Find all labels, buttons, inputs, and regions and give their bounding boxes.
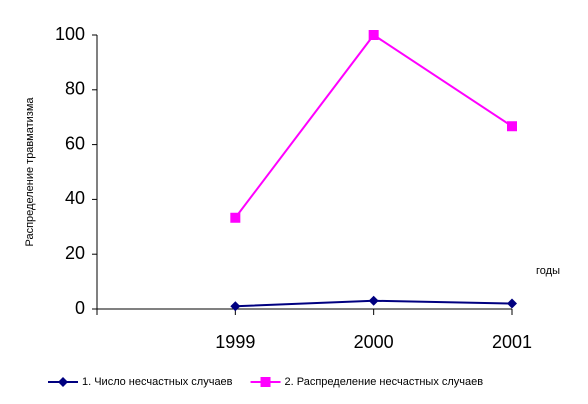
- legend-label: 1. Числo несчастных случаев: [82, 376, 233, 388]
- y-tick-label: 40: [65, 188, 85, 208]
- legend-marker: [260, 377, 271, 387]
- legend-label: 2. Распределение несчастных случаев: [285, 376, 484, 388]
- y-tick-label: 60: [65, 133, 85, 153]
- x-tick-label: 2001: [492, 332, 532, 352]
- legend-marker: [58, 377, 68, 387]
- y-tick-label: 0: [75, 298, 85, 318]
- point: [368, 295, 379, 306]
- y-tick-label: 80: [65, 79, 85, 99]
- x-tick-label: 1999: [215, 332, 255, 352]
- x-axis-label: годы: [536, 265, 560, 277]
- y-tick-label: 100: [55, 24, 85, 44]
- y-tick-label: 20: [65, 243, 85, 263]
- y-axis-label: Распределение травматизма: [24, 97, 36, 247]
- point: [230, 301, 241, 312]
- series-line: [234, 33, 513, 219]
- point: [507, 298, 517, 309]
- point: [507, 121, 517, 132]
- point: [230, 212, 241, 223]
- point: [368, 30, 379, 40]
- x-tick-label: 2000: [354, 332, 394, 352]
